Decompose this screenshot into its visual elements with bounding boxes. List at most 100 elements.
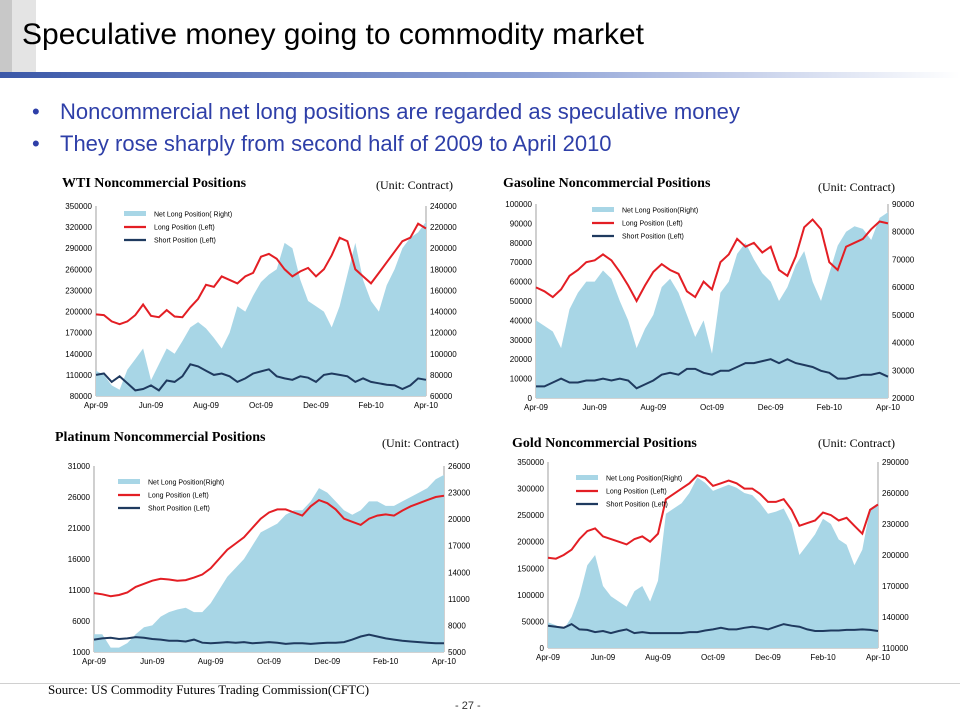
chart-title-gasoline: Gasoline Noncommercial Positions [503, 176, 711, 191]
y-right-tick-label: 240000 [430, 202, 457, 211]
y-right-tick-label: 20000 [448, 515, 471, 524]
x-tick-label: Apr-09 [536, 653, 561, 662]
long-position-line [95, 222, 427, 326]
net-long-area [536, 212, 888, 398]
x-tick-label: Aug-09 [193, 401, 219, 410]
y-left-tick-label: 100000 [517, 591, 544, 600]
y-right-tick-label: 50000 [892, 311, 915, 320]
y-right-tick-label: 140000 [882, 613, 909, 622]
legend-label: Short Position (Left) [148, 506, 210, 513]
x-tick-label: Aug-09 [645, 653, 671, 662]
y-right-tick-label: 90000 [892, 200, 915, 209]
y-left-tick-label: 20000 [510, 355, 533, 364]
y-right-tick-label: 140000 [430, 308, 457, 317]
y-right-tick-label: 20000 [892, 394, 915, 403]
legend-label: Net Long Position( Right) [154, 212, 232, 219]
y-left-tick-label: 30000 [510, 336, 533, 345]
legend-label: Net Long Position(Right) [622, 208, 698, 215]
x-tick-label: Oct-09 [257, 657, 282, 666]
wti-chart: 350000 320000 290000 260000 230000 200000 1700… [65, 202, 457, 410]
y-left-tick-label: 21000 [68, 524, 91, 533]
bullet-item: They rose sharply from second half of 20… [30, 128, 740, 160]
chart-title-gold: Gold Noncommercial Positions [512, 436, 697, 451]
y-right-tick-label: 60000 [430, 392, 453, 401]
y-right-tick-label: 220000 [430, 223, 457, 232]
x-tick-label: Feb-10 [817, 403, 843, 412]
y-left-tick-label: 40000 [510, 316, 533, 325]
y-left-tick-label: 70000 [510, 258, 533, 267]
short-position-line [95, 363, 427, 392]
x-tick-label: Jun-09 [582, 403, 607, 412]
y-left-tick-label: 320000 [65, 223, 92, 232]
y-right-tick-label: 100000 [430, 350, 457, 359]
short-position-line [536, 358, 889, 390]
x-tick-label: Feb-10 [810, 653, 836, 662]
y-right-tick-label: 290000 [882, 458, 909, 467]
legend-swatch [118, 479, 140, 484]
y-right-tick-label: 11000 [448, 595, 470, 604]
x-tick-label: Apr-10 [876, 403, 901, 412]
y-left-tick-label: 50000 [510, 297, 533, 306]
y-left-tick-label: 16000 [68, 555, 91, 564]
x-tick-label: Apr-09 [82, 657, 107, 666]
x-tick-label: Oct-09 [249, 401, 274, 410]
y-right-tick-label: 8000 [448, 621, 466, 630]
long-position-line [535, 218, 889, 304]
long-position-line [93, 494, 445, 598]
y-right-tick-label: 5000 [448, 648, 466, 657]
x-tick-label: Dec-09 [314, 657, 340, 666]
y-left-tick-label: 100000 [505, 200, 532, 209]
y-right-tick-label: 180000 [430, 265, 457, 274]
y-right-tick-label: 26000 [448, 462, 471, 471]
y-left-tick-label: 0 [540, 644, 545, 653]
y-left-tick-label: 50000 [522, 617, 545, 626]
bullet-item: Noncommercial net long positions are reg… [30, 96, 740, 128]
legend-label: Long Position (Left) [148, 493, 209, 500]
x-tick-label: Aug-09 [198, 657, 224, 666]
x-tick-label: Dec-09 [758, 403, 784, 412]
title-accent-bar [0, 0, 12, 76]
x-tick-label: Jun-09 [591, 653, 616, 662]
unit-label-wti: (Unit: Contract) [376, 178, 453, 192]
slide-title: Speculative money going to commodity mar… [22, 18, 644, 51]
y-left-tick-label: 31000 [68, 462, 91, 471]
net-long-area [96, 221, 426, 396]
y-left-tick-label: 90000 [510, 219, 533, 228]
unit-label-gold: (Unit: Contract) [818, 436, 895, 450]
x-tick-label: Aug-09 [640, 403, 666, 412]
y-left-tick-label: 110000 [66, 371, 93, 380]
y-right-tick-label: 23000 [448, 489, 471, 498]
y-right-tick-label: 80000 [430, 371, 453, 380]
legend-label: Short Position (Left) [154, 238, 216, 245]
legend-label: Net Long Position(Right) [606, 476, 682, 483]
y-right-tick-label: 40000 [892, 339, 915, 348]
y-right-tick-label: 200000 [882, 551, 909, 560]
title-underline [0, 72, 960, 78]
unit-label-platinum: (Unit: Contract) [382, 436, 459, 450]
legend-swatch [124, 211, 146, 216]
x-tick-label: Apr-10 [414, 401, 439, 410]
x-tick-label: Jun-09 [140, 657, 165, 666]
y-left-tick-label: 300000 [517, 485, 544, 494]
y-left-tick-label: 1000 [72, 648, 90, 657]
chart-title-wti: WTI Noncommercial Positions [62, 176, 247, 191]
y-left-tick-label: 260000 [65, 265, 92, 274]
x-tick-label: Apr-10 [866, 653, 891, 662]
net-long-area [94, 474, 444, 652]
net-long-area [548, 477, 878, 648]
y-left-tick-label: 170000 [65, 329, 92, 338]
legend-label: Long Position (Left) [622, 221, 683, 228]
short-position-line [547, 622, 879, 635]
unit-label-gasoline: (Unit: Contract) [818, 180, 895, 194]
bullet-list: Noncommercial net long positions are reg… [30, 96, 740, 160]
x-tick-label: Apr-10 [432, 657, 457, 666]
y-right-tick-label: 17000 [448, 542, 471, 551]
y-left-tick-label: 350000 [65, 202, 92, 211]
y-left-tick-label: 290000 [65, 244, 92, 253]
y-right-tick-label: 200000 [430, 244, 457, 253]
y-right-tick-label: 120000 [430, 329, 457, 338]
y-right-tick-label: 160000 [430, 286, 457, 295]
y-left-tick-label: 150000 [517, 564, 544, 573]
y-right-tick-label: 110000 [882, 644, 909, 653]
y-right-tick-label: 260000 [882, 489, 909, 498]
